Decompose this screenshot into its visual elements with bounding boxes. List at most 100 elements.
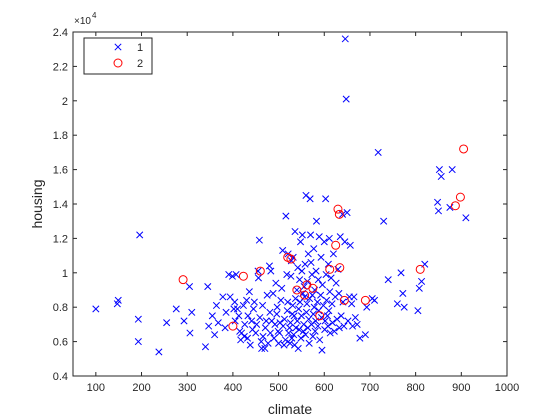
data-point-series-2 — [325, 264, 335, 274]
data-point-series-1 — [335, 324, 343, 332]
data-point-series-1 — [256, 313, 264, 322]
data-point-series-1 — [233, 305, 242, 313]
data-point-series-2 — [228, 321, 238, 331]
data-point-series-1 — [306, 195, 314, 203]
y-tick-label: 1.8 — [53, 130, 68, 142]
y-tick-label: 1.6 — [53, 165, 68, 177]
data-point-series-1 — [212, 301, 221, 310]
data-point-series-1 — [302, 308, 310, 316]
data-point-series-1 — [291, 227, 299, 236]
legend-marker-x — [114, 43, 122, 51]
data-point-series-1 — [321, 317, 329, 325]
data-point-series-1 — [235, 312, 243, 320]
data-point-series-1 — [231, 298, 239, 306]
data-point-series-1 — [155, 348, 163, 356]
data-point-series-1 — [341, 238, 349, 246]
data-point-series-1 — [415, 284, 423, 292]
legend-entry-1: 1 — [114, 42, 143, 54]
data-point-series-1 — [275, 339, 283, 347]
data-point-series-1 — [318, 346, 326, 354]
data-point-series-1 — [343, 209, 351, 217]
data-point-series-1 — [267, 267, 275, 275]
data-point-series-1 — [255, 236, 263, 244]
data-point-series-1 — [353, 320, 361, 328]
data-point-series-1 — [330, 327, 338, 335]
data-point-series-1 — [287, 272, 295, 280]
points-layer — [92, 35, 470, 356]
data-point-series-1 — [314, 322, 322, 330]
data-point-series-2 — [334, 209, 344, 219]
data-point-series-1 — [437, 172, 445, 181]
data-point-series-1 — [279, 246, 287, 254]
data-point-series-1 — [307, 231, 315, 239]
data-point-series-2 — [450, 201, 460, 211]
data-point-series-1 — [363, 303, 371, 311]
data-point-series-1 — [310, 245, 318, 253]
x-tick-label: 600 — [315, 382, 333, 394]
data-point-series-1 — [349, 322, 357, 330]
data-point-series-1 — [312, 317, 320, 325]
data-point-series-2 — [255, 266, 265, 276]
data-point-series-1 — [384, 276, 392, 284]
x-tick-label: 900 — [452, 382, 470, 394]
legend-label-2: 2 — [137, 58, 143, 70]
data-point-series-1 — [393, 300, 401, 308]
data-point-series-1 — [257, 338, 265, 346]
data-point-series-1 — [346, 241, 354, 249]
y-tick-label: 1.4 — [53, 199, 68, 211]
data-point-series-1 — [272, 279, 280, 287]
data-point-series-1 — [294, 344, 302, 353]
data-point-series-1 — [326, 329, 334, 337]
data-point-series-1 — [325, 234, 333, 242]
data-point-series-2 — [415, 264, 425, 274]
data-point-series-1 — [400, 303, 408, 311]
data-point-series-1 — [298, 267, 306, 275]
data-point-series-1 — [114, 296, 122, 304]
x-axis-label: climate — [268, 401, 313, 417]
data-point-series-1 — [254, 267, 262, 275]
data-point-series-2 — [292, 285, 302, 295]
y-exponent-power: 4 — [92, 11, 97, 20]
data-point-series-2 — [339, 295, 349, 305]
data-point-series-2 — [315, 311, 325, 321]
data-point-series-1 — [434, 198, 442, 206]
data-point-series-1 — [264, 339, 272, 347]
data-point-series-1 — [322, 270, 330, 279]
data-point-series-1 — [280, 315, 289, 323]
legend: 1 2 — [83, 37, 153, 75]
data-point-series-1 — [180, 317, 188, 325]
data-point-series-2 — [178, 275, 188, 285]
data-point-series-1 — [261, 344, 269, 353]
data-point-series-1 — [322, 195, 330, 203]
x-tick-label: 300 — [178, 382, 196, 394]
legend-marker-2 — [113, 58, 123, 68]
data-point-series-1 — [269, 289, 277, 297]
data-point-series-1 — [291, 295, 300, 303]
data-point-series-1 — [284, 250, 292, 258]
data-point-series-1 — [296, 238, 305, 246]
data-point-series-1 — [273, 303, 281, 311]
data-point-series-1 — [214, 319, 222, 327]
data-point-series-1 — [351, 313, 359, 322]
data-point-series-1 — [283, 270, 291, 279]
data-point-series-1 — [290, 312, 298, 320]
data-point-series-1 — [311, 327, 319, 335]
data-point-series-1 — [92, 305, 100, 313]
data-point-series-2 — [335, 263, 345, 273]
data-point-series-1 — [275, 329, 284, 337]
data-point-series-1 — [239, 301, 247, 310]
data-point-series-1 — [324, 260, 332, 268]
data-point-series-1 — [316, 336, 324, 344]
data-point-series-1 — [163, 319, 171, 327]
data-point-series-1 — [380, 217, 388, 225]
series-1 — [92, 35, 470, 356]
data-point-series-1 — [370, 296, 379, 304]
y-axis-label: housing — [29, 179, 45, 228]
data-point-series-1 — [277, 296, 285, 304]
data-point-series-1 — [295, 305, 303, 313]
data-point-series-1 — [244, 312, 252, 320]
data-point-series-1 — [337, 312, 345, 320]
data-point-series-1 — [332, 279, 340, 287]
data-point-series-1 — [317, 253, 325, 261]
